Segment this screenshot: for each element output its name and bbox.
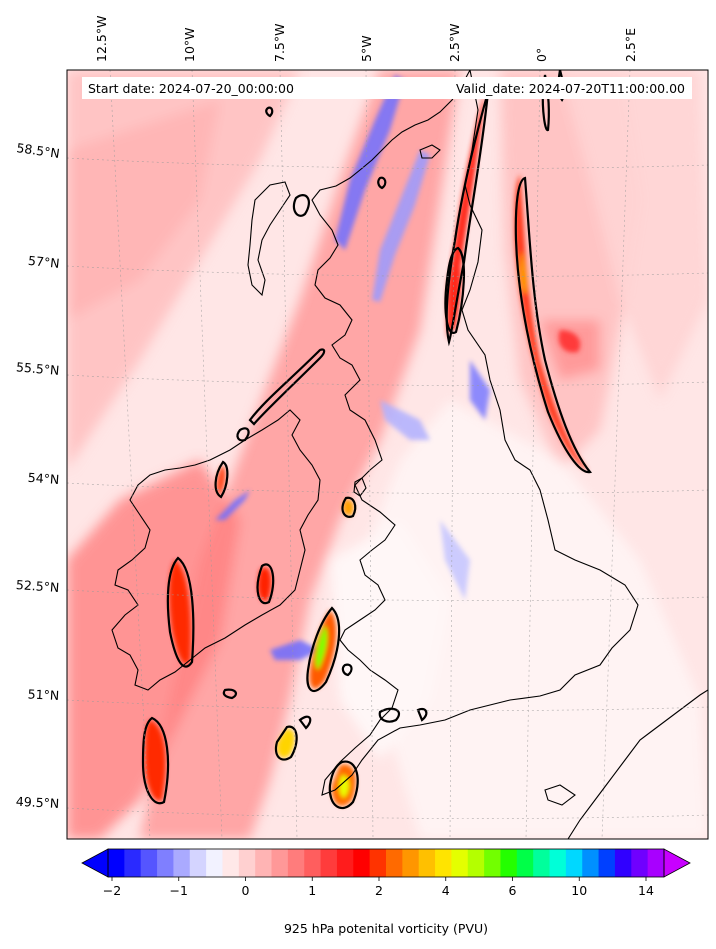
colorbar-segment: [631, 849, 649, 877]
colorbar-segment: [304, 849, 322, 877]
colorbar-segment: [451, 849, 469, 877]
colorbar-segment: [500, 849, 518, 877]
colorbar-tick-label: 4: [442, 883, 450, 898]
lon-tick-label: 2.5°W: [447, 24, 462, 63]
coast-hebrides: [247, 181, 291, 297]
lat-tick-label: 58.5°N: [16, 140, 61, 161]
valid-date-label: Valid_date: 2024-07-20T11:00:00.00: [456, 81, 685, 96]
lat-tick-label: 49.5°N: [15, 794, 59, 811]
colorbar-segment: [287, 849, 305, 877]
colorbar-segment: [173, 849, 191, 877]
colorbar-segment: [238, 849, 256, 877]
colorbar-tick-label: 6: [509, 883, 517, 898]
colorbar-segment: [271, 849, 289, 877]
colorbar-over-arrow: [663, 848, 691, 878]
colorbar-segment: [320, 849, 338, 877]
colorbar-segment: [124, 849, 142, 877]
lon-tick-label: 0°: [534, 48, 549, 62]
colorbar-segment: [189, 849, 207, 877]
coast-isle-of-man: [353, 477, 367, 497]
colorbar-tick-label: 0: [242, 883, 250, 898]
info-box: [82, 77, 692, 99]
lat-tick-labels: 58.5°N 57°N 55.5°N 54°N 52.5°N 51°N 49.5…: [15, 140, 60, 811]
colorbar-ticks: −2 −1 0 1 2 4 6 10 14: [103, 877, 654, 898]
lat-tick-label: 51°N: [27, 686, 59, 703]
lon-tick-label: 2.5°E: [623, 28, 638, 62]
colorbar-tick-label: 14: [638, 883, 654, 898]
map-frame: [66, 69, 709, 840]
strong-pv-bands: [145, 90, 588, 806]
gridlines: [67, 70, 708, 839]
coast-continent: [567, 689, 708, 839]
colorbar-segment: [402, 849, 420, 877]
colorbar-tick-label: −1: [170, 883, 188, 898]
colorbar-segment: [157, 849, 174, 877]
coastlines: [111, 70, 708, 839]
lon-tick-label: 12.5°W: [94, 16, 109, 62]
colorbar-tick-label: −2: [103, 883, 121, 898]
colorbar-segment: [467, 849, 485, 877]
colorbar-segment: [418, 849, 436, 877]
colorbar-segment: [565, 849, 583, 877]
colorbar-tick-label: 10: [571, 883, 587, 898]
coast-orkney: [419, 144, 441, 159]
map-panel: [67, 70, 708, 839]
lon-tick-labels: 12.5°W 10°W 7.5°W 5°W 2.5°W 0° 2.5°E: [94, 16, 638, 62]
colorbar-tick-label: 1: [308, 883, 316, 898]
lat-tick-label: 54°N: [27, 470, 59, 487]
colorbar-segment: [647, 849, 665, 877]
colorbar-segment: [140, 849, 158, 877]
coast-channel-islands: [544, 784, 576, 806]
colorbar-segment: [369, 849, 387, 877]
colorbar-segment: [255, 849, 273, 877]
colorbar-segment: [353, 849, 371, 877]
lat-tick-label: 57°N: [27, 253, 60, 271]
colorbar-segment: [533, 849, 551, 877]
colorbar-segment: [549, 849, 567, 877]
coast-great-britain: [311, 70, 639, 796]
lat-tick-label: 52.5°N: [15, 577, 59, 595]
lon-tick-label: 7.5°W: [272, 24, 287, 63]
colorbar: −2 −1 0 1 2 4 6 10 14 925 hPa potenital vorticit…: [81, 848, 691, 936]
colorbar-segments: [108, 849, 665, 877]
colorbar-segment: [206, 849, 223, 877]
negative-pv-streaks: [215, 75, 490, 660]
colorbar-segment: [336, 849, 354, 877]
colorbar-segment: [614, 849, 632, 877]
colorbar-label: 925 hPa potenital vorticity (PVU): [284, 921, 488, 936]
colorbar-segment: [222, 849, 240, 877]
colorbar-segment: [108, 849, 125, 877]
colorbar-segment: [484, 849, 501, 877]
colorbar-tick-label: 2: [375, 883, 383, 898]
lat-tick-label: 55.5°N: [15, 359, 60, 378]
colorbar-segment: [435, 849, 452, 877]
colorbar-segment: [386, 849, 403, 877]
lon-tick-label: 10°W: [182, 27, 197, 62]
start-date-label: Start date: 2024-07-20_00:00:00: [88, 81, 294, 96]
colorbar-frame: [107, 848, 665, 878]
coast-ireland: [111, 409, 321, 691]
colorbar-segment: [516, 849, 534, 877]
colorbar-segment: [598, 849, 616, 877]
colorbar-under-arrow: [81, 848, 109, 878]
lon-tick-label: 5°W: [359, 35, 374, 62]
colorbar-segment: [582, 849, 600, 877]
